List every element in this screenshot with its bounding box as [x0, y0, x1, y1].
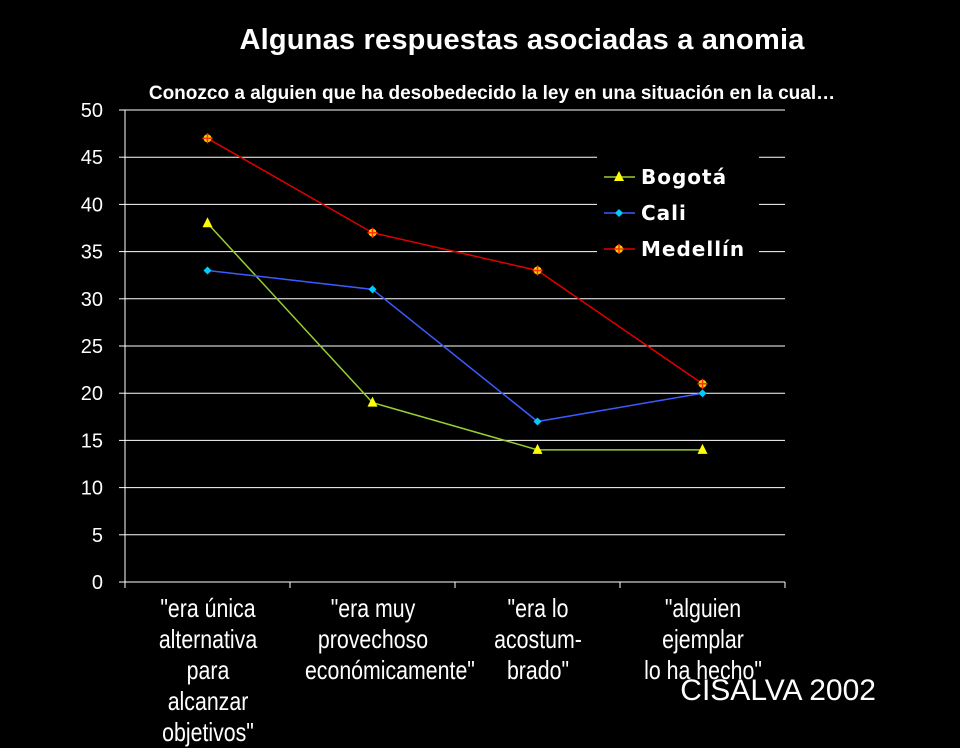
- data-point-bogota: [697, 443, 708, 454]
- y-tick-label: 35: [81, 242, 103, 264]
- y-tick-label: 0: [92, 572, 103, 594]
- legend-marker-cali: [615, 209, 623, 217]
- data-point-medellin: [202, 133, 213, 144]
- series-line-medellin: [207, 137, 703, 385]
- y-tick-label: 40: [81, 194, 103, 216]
- chart-title: Algunas respuestas asociadas a anomia: [239, 24, 805, 56]
- y-tick-label: 25: [81, 336, 103, 358]
- legend-marker-medellin: [614, 244, 624, 254]
- source-label: CISALVA 2002: [680, 674, 876, 707]
- y-tick-label: 20: [81, 383, 103, 405]
- y-tick-label: 30: [81, 289, 103, 311]
- y-tick-label: 45: [81, 147, 103, 169]
- x-tick-label: "alguien ejemplar lo ha hecho": [643, 593, 762, 685]
- legend-label-cali: Cali: [641, 201, 687, 225]
- y-tick-label: 5: [92, 525, 103, 547]
- series-line-cali: [207, 269, 703, 423]
- data-point-bogota: [532, 443, 543, 454]
- legend-label-bogota: Bogotá: [641, 165, 727, 189]
- data-point-medellin: [697, 378, 708, 389]
- legend-label-medellin: Medellín: [641, 237, 745, 261]
- x-tick-label: "era lo acostum- brado": [493, 593, 582, 685]
- data-point-cali: [368, 285, 377, 294]
- chart-subtitle: Conozco a alguien que ha desobedecido la…: [148, 83, 836, 104]
- data-point-bogota: [367, 396, 378, 407]
- x-tick-label: "era muy provechoso económicamente": [304, 593, 475, 685]
- series-line-bogota: [206, 222, 703, 451]
- line-chart: 0 5 10 15 20 25 30 35 40 45 50 Bogotá Cali Medellín: [81, 100, 786, 594]
- data-point-medellin: [532, 265, 543, 276]
- data-point-medellin: [367, 227, 378, 238]
- y-tick-label: 50: [81, 100, 103, 122]
- data-point-cali: [698, 389, 707, 398]
- data-point-cali: [533, 417, 542, 426]
- y-tick-label: 15: [81, 430, 103, 452]
- data-point-bogota: [202, 217, 213, 228]
- legend-marker-bogota: [614, 171, 624, 181]
- legend-box: [597, 156, 759, 266]
- x-tick-label: "era única alternativa para alcanzar obj…: [158, 593, 257, 747]
- data-point-cali: [203, 266, 212, 275]
- y-tick-label: 10: [81, 478, 103, 500]
